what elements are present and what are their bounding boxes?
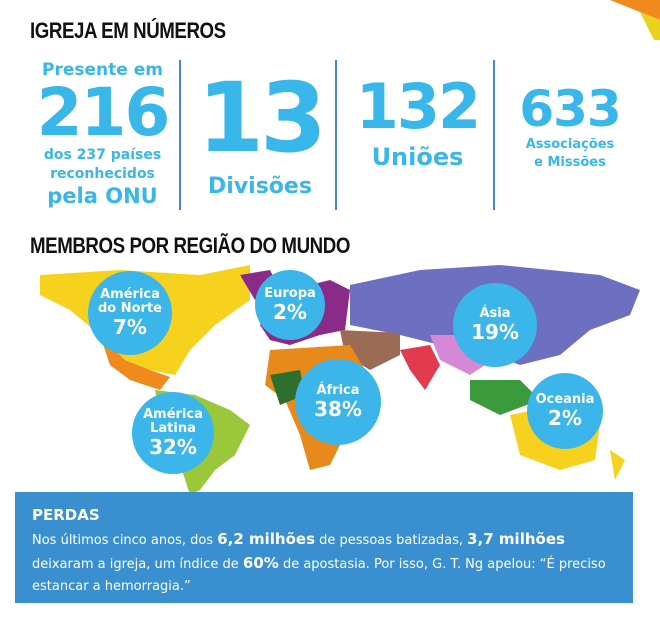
map-title: MEMBROS POR REGIÃO DO MUNDO [30,233,350,258]
stat-caption: Divisões [208,174,312,199]
losses-text: Nos últimos cinco anos, dos 6,2 milhões … [32,528,622,598]
stat-number: 633 [519,80,621,138]
region-label: Europa [264,285,316,301]
stat-caption: e Missões [534,155,606,170]
stat-caption: pela ONU [47,184,158,208]
region-label: África [316,382,360,398]
region-label: América [143,406,203,422]
page-title: IGREJA EM NÚMEROS [30,18,226,43]
region-pct: 19% [471,320,519,345]
region-africa: África 38% [295,359,381,445]
highlight: 60% [242,554,279,572]
region-pct: 2% [273,300,307,325]
region-asia: Ásia 19% [453,283,537,367]
losses-title: PERDAS [32,506,100,524]
losses-box: PERDAS Nos últimos cinco anos, dos 6,2 m… [15,492,633,603]
region-label: do Norte [97,301,163,316]
highlight: 6,2 milhões [217,530,316,548]
text: de apostasia. Por isso, G. T. Ng apelou:… [32,557,606,594]
region-north-america: América do Norte 7% [88,271,172,355]
stat-caption: reconhecidos [50,166,155,182]
region-europe: Europa 2% [255,270,325,340]
region-pct: 32% [149,435,197,460]
stat-number: 132 [355,70,481,143]
stat-caption: dos 237 países [43,147,162,163]
region-label: Oceania [535,391,595,407]
text: Nos últimos cinco anos, dos [32,533,218,548]
stat-countries: Presente em 216 dos 237 países reconheci… [30,60,175,208]
stat-unions: 132 Uniões [340,70,495,172]
region-pct: 7% [113,315,147,340]
text: deixaram a igreja, um índice de [32,557,243,572]
region-pct: 38% [314,397,362,422]
highlight: 3,7 milhões [467,530,565,548]
region-pct: 2% [548,406,582,431]
corner-decoration [610,0,660,40]
text: de pessoas batizadas, [315,533,468,548]
region-label: América [100,286,160,302]
region-oceania: Oceania 2% [527,373,603,449]
region-latin-america: América Latina 32% [132,392,214,474]
stat-pre: Presente em [42,60,163,80]
stat-number: 216 [36,74,171,151]
stat-caption: Uniões [371,143,464,171]
stat-associations: 633 Associações e Missões [500,82,640,172]
stat-caption: Associações [525,137,615,152]
divider [493,60,495,210]
stat-number: 13 [197,62,327,174]
stat-divisions: 13 Divisões [185,70,335,199]
region-label: Ásia [479,305,511,321]
divider [335,60,337,210]
region-label: Latina [150,421,196,436]
divider [179,60,181,210]
